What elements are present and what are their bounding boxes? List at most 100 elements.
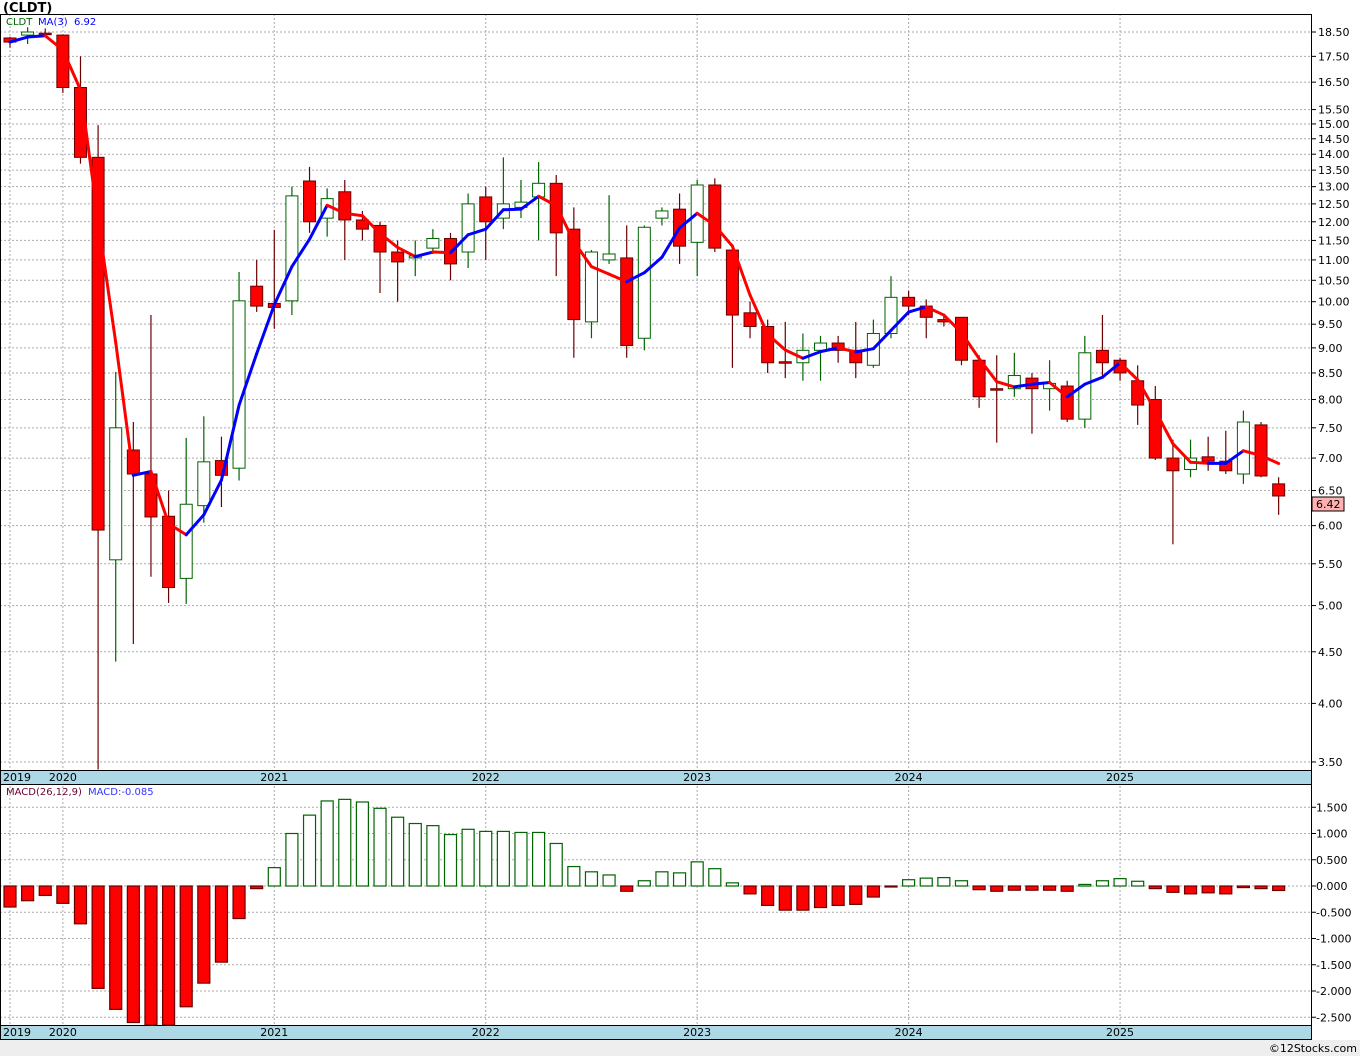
macd-bar [1219,885,1233,895]
macd-bar [3,885,17,908]
macd-bar [479,830,493,887]
price-x-label: 2025 [1106,771,1134,784]
ma-segment [167,522,188,537]
candle [708,178,722,253]
candle [162,490,176,603]
macd-bar [91,885,105,989]
macd-bar [637,880,651,887]
macd-date-axis [0,1025,1312,1040]
macd-bar [461,828,475,887]
candle [1254,422,1268,478]
candle [655,207,669,226]
candle [285,186,299,316]
macd-bar [531,831,546,887]
ma-segment [1083,375,1104,386]
ma-segment [942,313,963,335]
ma-segment [290,237,312,269]
macd-bar [1042,885,1057,891]
macd-tick-label: -0.500 [1316,906,1351,919]
price-tick-label: 10.00 [1318,296,1350,309]
price-tick-label: 5.50 [1318,558,1343,571]
legend-ma-value: 6.92 [74,17,96,28]
candle [1166,439,1180,545]
macd-bar [514,831,528,887]
candle-body [426,238,440,249]
price-tick-label: 11.00 [1318,254,1350,267]
macd-bar [355,801,369,887]
macd-bar [884,885,898,888]
ma-segment [572,240,593,269]
candle [725,244,739,368]
macd-bar [126,885,140,1024]
price-tick-label: 4.50 [1318,646,1343,659]
candle [232,272,246,481]
macd-x-label: 2022 [472,1026,500,1039]
candle-body [109,427,123,561]
ma-segment [660,226,682,259]
ma-segment [907,305,928,314]
gridlines [0,14,1311,1025]
macd-tick-label: 1.500 [1316,801,1348,814]
candle-body [849,349,863,364]
price-tick-label: 3.50 [1318,756,1343,769]
candle [391,240,405,302]
candle-body [1095,349,1109,364]
macd-x-label: 2021 [260,1026,288,1039]
macd-x-label: 2023 [683,1026,711,1039]
ma-segment [114,340,135,477]
ma-segment [695,211,717,227]
macd-bar [990,885,1004,892]
ma-segment [131,469,153,477]
price-tick-label: 15.50 [1318,104,1350,117]
macd-bar [866,885,880,898]
candle [303,166,317,233]
price-tick-label: 18.50 [1318,26,1350,39]
candle-body [1272,483,1286,497]
ma-line [8,34,1281,537]
price-tick-label: 6.50 [1318,485,1343,498]
price-x-label: 2019 [3,771,31,784]
ma-segment [484,208,505,231]
ma-segment [149,469,171,526]
candle [109,371,123,662]
candle [990,355,1004,443]
ma-segment [871,328,893,351]
candle [1095,315,1109,376]
macd-bar [1131,880,1145,887]
macd-bar [1078,883,1092,887]
macd-bar [1007,885,1021,891]
macd-bar [743,885,757,895]
price-tick-label: 7.50 [1318,422,1343,435]
macd-bar [690,861,704,887]
candle [567,207,581,358]
ma-segment [219,403,241,482]
macd-bar [1166,885,1180,893]
macd-bar [161,885,176,1026]
ma-segment [607,272,629,284]
candle [461,193,475,268]
macd-bar [144,885,158,1026]
legend-symbol: CLDT [6,17,33,28]
ma-segment [255,303,276,356]
candle-body [902,296,916,307]
macd-bar [232,885,246,920]
macd-x-label: 2024 [895,1026,923,1039]
ma-segment [43,34,65,52]
ma-segment [396,245,417,259]
macd-bar [391,816,405,887]
candle [250,259,264,312]
macd-bar [1113,878,1127,887]
ma-segment [466,227,488,237]
candle [197,416,211,523]
macd-bar [250,885,264,890]
ma-segment [1224,449,1245,465]
macd-tick-label: 0.000 [1316,880,1348,893]
candle-body [1166,457,1180,472]
ma-segment [730,244,752,297]
ma-segment [1189,460,1210,465]
candle-body [338,191,352,221]
ma-segment [272,265,294,307]
ma-segment [801,350,823,360]
candle [1060,380,1074,423]
